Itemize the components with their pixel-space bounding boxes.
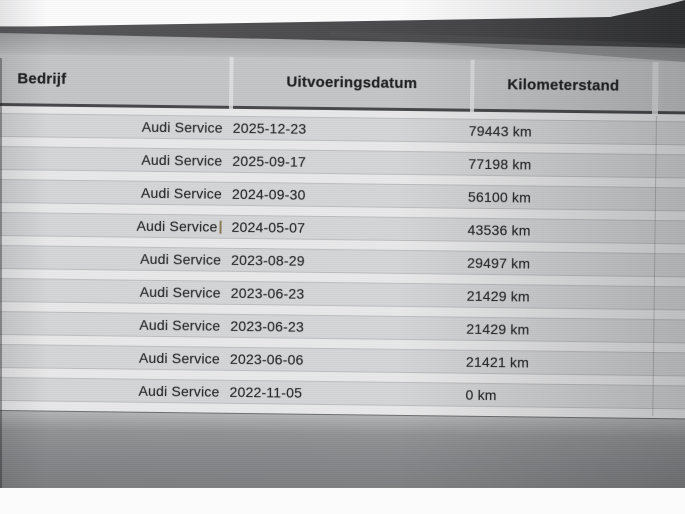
cell-date: 2023-06-06 (229, 350, 304, 368)
table-row[interactable]: Audi Service 2023-06-06 21421 km (0, 343, 685, 377)
bezel-shadow-shape (330, 31, 685, 62)
table-row[interactable]: Audi Service 2022-11-05 0 km (0, 376, 685, 410)
column-header-empty-sliver (657, 62, 685, 115)
cell-km: 21421 km (465, 353, 530, 371)
cell-km: 56100 km (467, 188, 532, 206)
photo-left-edge-shadow (0, 58, 2, 488)
table-row[interactable]: Audi Service 2023-06-23 21429 km (0, 277, 685, 311)
table-row[interactable]: Audi Service 2024-09-30 56100 km (0, 178, 685, 212)
cell-company: Audi Service (139, 283, 221, 301)
cell-date: 2024-05-07 (231, 218, 306, 236)
column-header-label: Uitvoeringsdatum (286, 73, 418, 93)
cell-km: 43536 km (467, 221, 531, 239)
cell-company: Audi Service (139, 316, 221, 334)
cell-km: 77198 km (468, 155, 532, 173)
cell-date: 2023-08-29 (231, 251, 305, 269)
cell-company: Audi Service (138, 382, 220, 400)
photo-bottom-edge (0, 488, 685, 514)
cell-company: Audi Service (141, 151, 223, 169)
cell-km: 21429 km (466, 320, 530, 338)
cell-km: 21429 km (466, 287, 530, 305)
cell-company: Audi Service (0, 216, 226, 235)
cell-km: 0 km (465, 386, 497, 404)
cell-date: 2022-11-05 (229, 383, 303, 401)
column-header-label: Bedrijf (17, 70, 67, 88)
table-row[interactable]: Audi Service 2023-08-29 29497 km (0, 244, 685, 278)
page-area-below-table (0, 409, 685, 497)
column-header-label: Kilometerstand (507, 76, 620, 95)
table-rows: Audi Service 2025-12-23 79443 km Audi Se… (0, 112, 685, 410)
cell-company: Audi Service (138, 349, 221, 367)
column-header-kilometerstand[interactable]: Kilometerstand (473, 59, 653, 114)
cell-date: 2024-09-30 (231, 185, 306, 203)
table-row[interactable]: Audi Service 2024-05-07 43536 km (0, 211, 685, 245)
cell-date: 2025-09-17 (232, 152, 307, 170)
text-cursor-artifact (219, 220, 222, 234)
table-row[interactable]: Audi Service 2023-06-23 21429 km (0, 310, 685, 344)
screen-content: Bedrijf Uitvoeringsdatum Kilometerstand … (0, 26, 685, 497)
column-header-uitvoeringsdatum[interactable]: Uitvoeringsdatum (233, 56, 471, 112)
cell-date: 2023-06-23 (230, 317, 305, 335)
cell-date: 2025-12-23 (232, 119, 307, 137)
cell-company: Audi Service (140, 184, 223, 202)
cell-date: 2023-06-23 (230, 284, 305, 302)
cell-km: 79443 km (468, 122, 532, 140)
cell-company: Audi Service (141, 118, 223, 136)
table-row[interactable]: Audi Service 2025-09-17 77198 km (0, 145, 685, 179)
screen-top-bezel (0, 0, 685, 62)
cell-km: 29497 km (467, 254, 531, 272)
cell-company: Audi Service (140, 250, 222, 268)
bezel-band-shape (0, 0, 685, 48)
